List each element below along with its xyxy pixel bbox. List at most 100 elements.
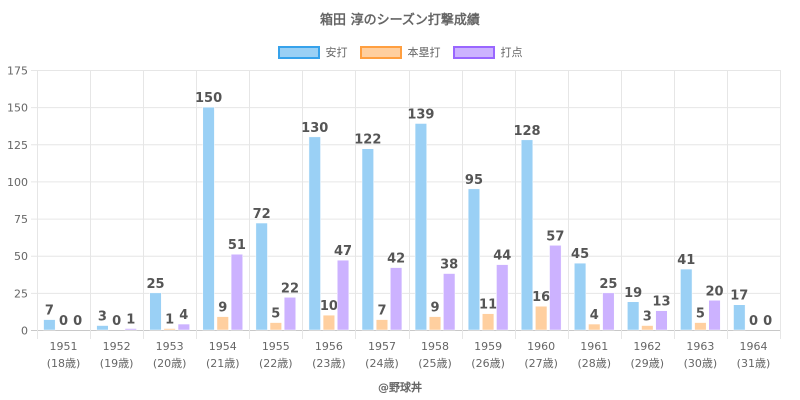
x-tick-label: 1956: [315, 340, 343, 353]
data-label: 57: [546, 229, 564, 244]
data-label: 16: [532, 290, 550, 305]
bar-安打-1962[interactable]: [627, 301, 640, 331]
bar-安打-1958[interactable]: [414, 123, 427, 331]
bar-安打-1953[interactable]: [149, 292, 162, 331]
bar-安打-1960[interactable]: [520, 139, 534, 331]
x-tick-sublabel: (21歳): [206, 357, 240, 370]
bar-本塁打-1960[interactable]: [535, 305, 548, 331]
x-tick-label: 1957: [368, 340, 396, 353]
data-label: 4: [590, 308, 599, 323]
credit-label: @野球丼: [378, 381, 422, 394]
x-tick-label: 1952: [103, 340, 131, 353]
x-tick-sublabel: (28歳): [577, 357, 611, 370]
bar-本塁打-1962[interactable]: [641, 325, 654, 331]
x-tick-label: 1964: [739, 340, 767, 353]
x-tick-label: 1959: [474, 340, 502, 353]
bar-安打-1952[interactable]: [96, 325, 109, 331]
x-tick-label: 1953: [156, 340, 184, 353]
bar-打点-1962[interactable]: [655, 310, 668, 331]
legend-swatch-hits: [277, 45, 320, 59]
data-label: 0: [59, 314, 68, 329]
bar-安打-1964[interactable]: [733, 304, 746, 331]
x-tick-sublabel: (20歳): [153, 357, 187, 370]
x-tick-label: 1963: [686, 340, 714, 353]
legend-label-rbi: 打点: [500, 46, 523, 59]
bar-打点-1960[interactable]: [549, 245, 562, 331]
y-tick-label: 0: [21, 325, 28, 338]
data-label: 20: [705, 284, 723, 299]
x-tick-sublabel: (31歳): [737, 357, 771, 370]
data-label: 13: [652, 295, 670, 310]
data-label: 122: [354, 133, 381, 148]
data-label: 17: [730, 289, 748, 304]
legend-swatch-rbi: [452, 45, 495, 59]
bar-打点-1958[interactable]: [443, 273, 456, 331]
bar-安打-1954[interactable]: [202, 106, 215, 331]
bar-打点-1959[interactable]: [496, 264, 509, 331]
bar-安打-1957[interactable]: [361, 148, 374, 331]
x-tick-sublabel: (18歳): [47, 357, 81, 370]
x-tick-label: 1951: [50, 340, 78, 353]
data-label: 9: [431, 301, 440, 316]
data-label: 47: [334, 244, 352, 259]
bar-安打-1963[interactable]: [680, 268, 693, 331]
data-label: 25: [599, 277, 617, 292]
bar-安打-1961[interactable]: [574, 262, 587, 331]
bar-本塁打-1956[interactable]: [322, 314, 335, 331]
data-label: 1: [126, 313, 135, 328]
legend-item-rbi[interactable]: 打点: [452, 44, 523, 60]
legend-item-hits[interactable]: 安打: [277, 44, 348, 60]
bar-本塁打-1957[interactable]: [375, 319, 389, 331]
bar-本塁打-1953[interactable]: [163, 328, 176, 331]
bar-打点-1963[interactable]: [708, 300, 721, 331]
x-tick-label: 1955: [262, 340, 290, 353]
legend-swatch-homeruns: [359, 45, 402, 59]
x-tick-label: 1961: [580, 340, 608, 353]
data-label: 7: [45, 304, 54, 319]
x-tick-sublabel: (30歳): [684, 357, 718, 370]
x-tick-sublabel: (27歳): [524, 357, 558, 370]
bar-打点-1953[interactable]: [177, 323, 190, 331]
bar-打点-1957[interactable]: [390, 267, 403, 331]
bar-打点-1954[interactable]: [230, 253, 243, 331]
data-label: 72: [253, 207, 271, 222]
y-tick-label: 150: [7, 102, 28, 115]
bar-安打-1956[interactable]: [308, 136, 321, 331]
data-label: 139: [407, 107, 434, 122]
data-label: 7: [377, 304, 386, 319]
legend-label-homeruns: 本塁打: [407, 46, 441, 59]
bar-安打-1951[interactable]: [43, 319, 56, 331]
chart-title: 箱田 淳のシーズン打撃成績: [320, 13, 480, 28]
x-tick-sublabel: (23歳): [312, 357, 346, 370]
bar-安打-1959[interactable]: [467, 188, 481, 331]
y-tick-label: 25: [14, 287, 28, 300]
legend-item-homeruns[interactable]: 本塁打: [359, 44, 441, 60]
y-tick-label: 125: [7, 139, 28, 152]
bar-本塁打-1963[interactable]: [694, 322, 707, 331]
bar-打点-1956[interactable]: [336, 259, 350, 331]
bar-打点-1955[interactable]: [283, 297, 297, 331]
x-tick-sublabel: (25歳): [418, 357, 452, 370]
bar-本塁打-1958[interactable]: [428, 316, 442, 331]
bar-安打-1955[interactable]: [255, 222, 268, 331]
data-label: 4: [179, 308, 188, 323]
bar-本塁打-1961[interactable]: [588, 323, 601, 331]
data-label: 150: [195, 91, 222, 106]
bar-本塁打-1954[interactable]: [216, 316, 229, 331]
bar-打点-1961[interactable]: [602, 292, 615, 331]
data-label: 0: [73, 314, 82, 329]
data-label: 11: [479, 298, 497, 313]
data-label: 42: [387, 252, 405, 267]
data-label: 1: [165, 313, 174, 328]
data-label: 44: [493, 249, 511, 264]
bar-本塁打-1955[interactable]: [269, 322, 282, 331]
y-tick-label: 175: [7, 65, 28, 78]
bar-本塁打-1959[interactable]: [482, 313, 495, 331]
bar-打点-1952[interactable]: [124, 328, 137, 331]
chart-legend: 安打 本塁打 打点: [0, 44, 800, 60]
data-label: 9: [218, 301, 227, 316]
x-tick-sublabel: (26歳): [471, 357, 505, 370]
y-tick-label: 75: [14, 213, 28, 226]
data-label: 95: [465, 173, 483, 188]
